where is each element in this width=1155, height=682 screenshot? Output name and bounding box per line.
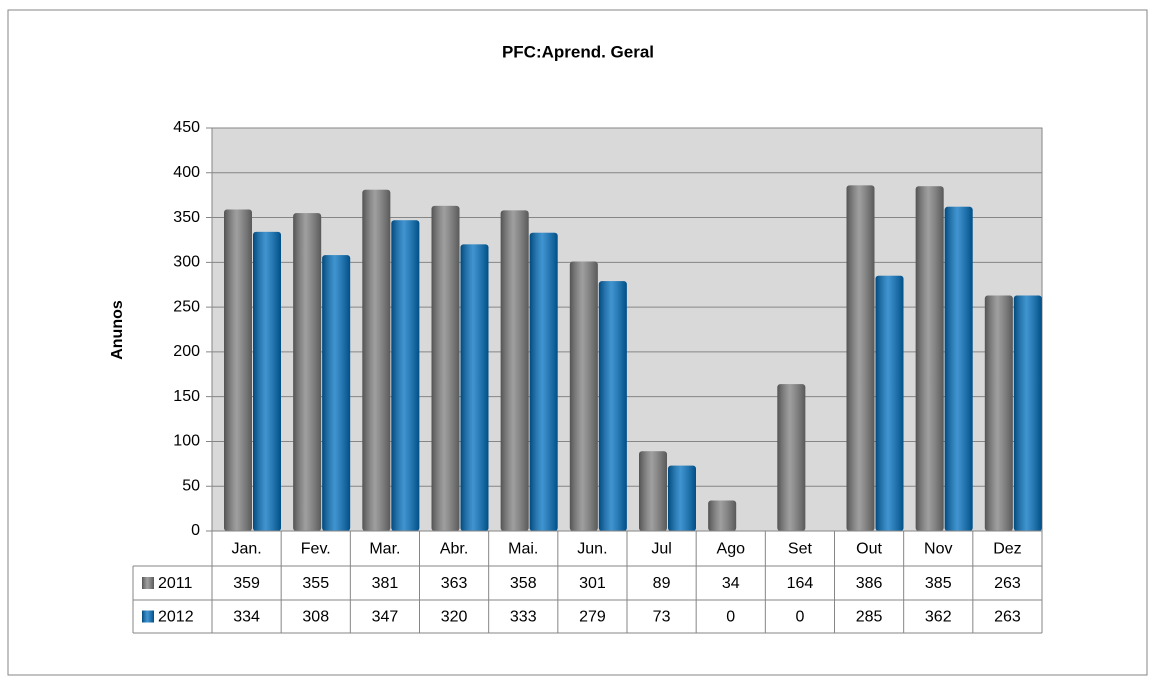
- table-value: 279: [579, 609, 606, 626]
- x-tick-label: Jul: [651, 541, 671, 558]
- table-value: 320: [441, 609, 468, 626]
- table-value: 359: [233, 575, 260, 592]
- bar-shade: [460, 244, 489, 531]
- bar-shade: [668, 465, 696, 531]
- x-tick-label: Set: [788, 541, 813, 558]
- bar-shade: [708, 500, 737, 531]
- table-value: 363: [441, 575, 468, 592]
- table-value: 0: [795, 609, 804, 626]
- y-tick-label: 100: [173, 433, 200, 450]
- table-value: 89: [653, 575, 671, 592]
- bar-shade: [529, 232, 558, 531]
- y-axis-label: Anunos: [109, 300, 126, 360]
- legend-label: 2012: [158, 609, 194, 626]
- table-value: 362: [925, 609, 952, 626]
- legend-swatch-shade: [142, 610, 154, 623]
- x-tick-label: Dez: [993, 541, 1021, 558]
- y-tick-label: 250: [173, 298, 200, 315]
- y-tick-label: 300: [173, 254, 200, 271]
- table-value: 0: [726, 609, 735, 626]
- table-value: 164: [787, 575, 814, 592]
- x-tick-label: Out: [856, 541, 882, 558]
- table-value: 385: [925, 575, 952, 592]
- table-value: 34: [722, 575, 740, 592]
- plot-area: [211, 127, 1043, 532]
- bar-shade: [224, 209, 252, 532]
- x-tick-label: Mar.: [369, 541, 400, 558]
- y-tick-label: 350: [173, 209, 200, 226]
- y-tick-label: 200: [173, 343, 200, 360]
- table-value: 333: [510, 609, 537, 626]
- y-tick-label: 50: [182, 477, 200, 494]
- y-tick-label: 400: [173, 164, 200, 181]
- y-tick-label: 450: [173, 119, 200, 136]
- table-value: 386: [856, 575, 883, 592]
- table-value: 358: [510, 575, 537, 592]
- x-tick-label: Mai.: [508, 541, 538, 558]
- bar-shade: [598, 281, 627, 531]
- x-tick-label: Fev.: [301, 541, 331, 558]
- x-tick-label: Jan.: [231, 541, 261, 558]
- bar-shade: [431, 205, 460, 531]
- bar-shade: [500, 210, 529, 531]
- y-tick-label: 0: [191, 522, 200, 539]
- bar-shade: [569, 261, 598, 531]
- chart-title: PFC:Aprend. Geral: [502, 42, 654, 61]
- bar-shade: [777, 384, 806, 531]
- table-value: 347: [372, 609, 399, 626]
- bar-shade: [846, 185, 875, 531]
- table-value: 73: [653, 609, 671, 626]
- bar-shade: [639, 451, 667, 531]
- bar-shade: [293, 213, 322, 532]
- bar-shade: [944, 206, 973, 531]
- table-value: 308: [302, 609, 329, 626]
- x-tick-label: Jun.: [577, 541, 607, 558]
- bar-shade: [253, 231, 281, 531]
- bar-shade: [391, 220, 420, 531]
- table-value: 263: [994, 575, 1021, 592]
- table-value: 355: [302, 575, 329, 592]
- bar-shade: [322, 255, 351, 531]
- table-value: 285: [856, 609, 883, 626]
- table-value: 263: [994, 609, 1021, 626]
- x-tick-label: Ago: [717, 541, 746, 558]
- table-value: 301: [579, 575, 606, 592]
- legend-label: 2011: [158, 575, 193, 592]
- legend-swatch-shade: [142, 577, 154, 589]
- bar-shade: [362, 189, 391, 531]
- bar-shade: [915, 186, 944, 531]
- x-tick-label: Abr.: [440, 541, 468, 558]
- y-tick-label: 150: [173, 388, 200, 405]
- bar-shade: [984, 295, 1013, 531]
- table-value: 381: [372, 575, 399, 592]
- bar-shade: [1013, 295, 1042, 531]
- table-value: 334: [233, 609, 260, 626]
- x-tick-label: Nov: [924, 541, 952, 558]
- bar-shade: [875, 275, 904, 531]
